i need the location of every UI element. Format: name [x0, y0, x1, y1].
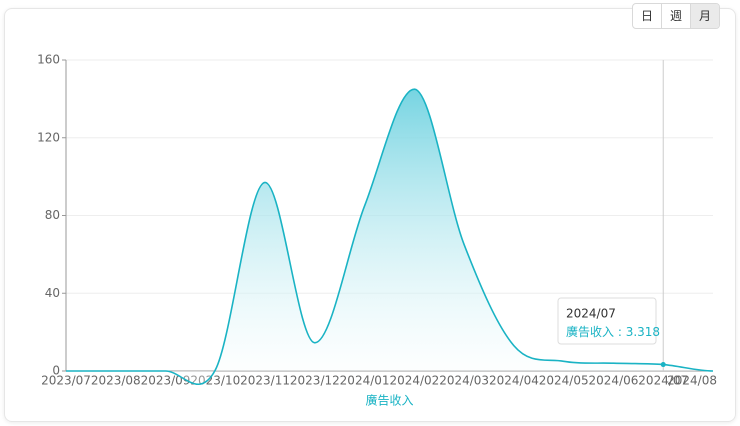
- x-tick-label: 2024/02: [389, 374, 439, 388]
- period-button[interactable]: 月: [690, 4, 719, 28]
- x-tick-label: 2024/01: [340, 374, 390, 388]
- x-tick-label: 2024/04: [489, 374, 539, 388]
- hover-point: [660, 362, 666, 368]
- period-button[interactable]: 日: [640, 9, 653, 23]
- y-tick-label: 40: [45, 286, 60, 300]
- x-tick-label: 2024/08: [667, 374, 717, 388]
- line: [65, 88, 714, 385]
- x-tick-label: 2024/06: [589, 374, 639, 388]
- y-tick-label: 120: [37, 130, 60, 144]
- x-tick-label: 2023/11: [240, 374, 290, 388]
- period-button[interactable]: 週: [661, 4, 690, 28]
- x-tick-label: 2024/07: [638, 374, 688, 388]
- x-tick-label: 2023/09: [141, 374, 191, 388]
- tooltip-title: 2024/07: [566, 307, 616, 321]
- area: [66, 89, 713, 385]
- period-switch: 日週月: [632, 3, 720, 29]
- x-tick-label: 2024/05: [539, 374, 589, 388]
- tooltip-number: 3.318: [626, 325, 660, 339]
- y-tick-label: 0: [52, 364, 60, 378]
- tooltip-separator: :: [614, 325, 626, 339]
- tooltip: 2024/07 廣告收入 : 3.318: [557, 297, 660, 345]
- x-tick-label: 2023/12: [290, 374, 340, 388]
- tooltip-series: 廣告收入: [566, 325, 614, 339]
- x-tick-label: 2023/07: [41, 374, 91, 388]
- x-tick-label: 2023/08: [91, 374, 141, 388]
- y-tick-label: 160: [37, 53, 60, 67]
- y-tick-label: 80: [45, 208, 60, 222]
- x-tick-label: 2024/03: [439, 374, 489, 388]
- tooltip-value: 廣告收入 : 3.318: [566, 325, 660, 339]
- tooltip-box: [557, 297, 657, 345]
- card: [4, 8, 736, 422]
- x-axis-label: 廣告收入: [365, 394, 413, 408]
